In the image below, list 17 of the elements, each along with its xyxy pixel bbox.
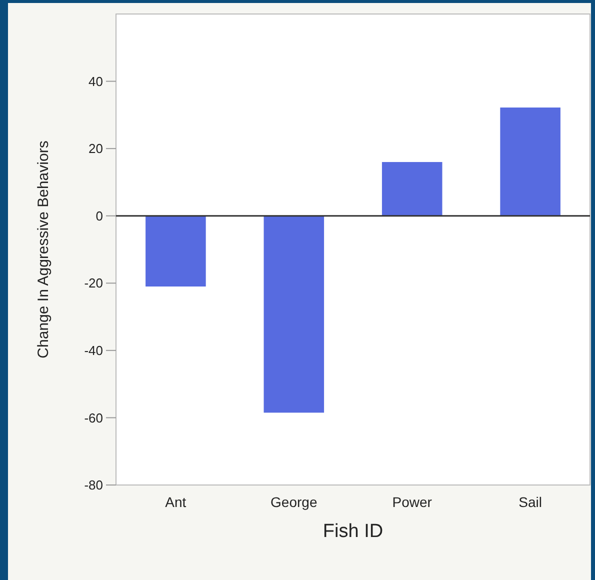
x-tick-label: Sail xyxy=(518,494,542,510)
bar xyxy=(500,108,560,216)
bar xyxy=(264,216,324,413)
y-axis-title: Change In Aggressive Behaviors xyxy=(35,140,52,358)
y-tick-label: -60 xyxy=(84,410,103,426)
x-tick-label: George xyxy=(270,494,318,510)
bar xyxy=(146,216,206,287)
y-tick-label: -80 xyxy=(84,478,103,493)
y-tick-label: 0 xyxy=(96,208,103,224)
x-axis-title: Fish ID xyxy=(322,521,384,542)
y-tick-label: 40 xyxy=(88,74,103,89)
y-tick-label: -40 xyxy=(84,342,103,358)
bar xyxy=(382,162,442,216)
y-tick-label: 20 xyxy=(88,141,103,156)
x-tick-label: Ant xyxy=(165,494,186,510)
y-tick-label: -20 xyxy=(84,276,103,291)
x-tick-label: Power xyxy=(392,494,432,510)
